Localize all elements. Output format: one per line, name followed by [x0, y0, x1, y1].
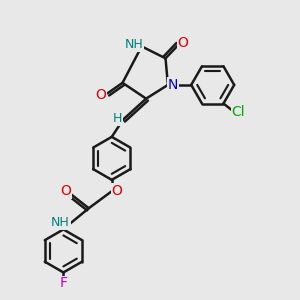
Text: NH: NH — [125, 38, 143, 51]
Text: O: O — [177, 36, 188, 50]
Text: O: O — [60, 184, 71, 198]
Text: O: O — [96, 88, 106, 102]
Text: Cl: Cl — [232, 106, 245, 119]
Text: F: F — [59, 277, 68, 290]
Text: H: H — [112, 112, 122, 125]
Text: NH: NH — [51, 216, 70, 229]
Text: O: O — [112, 184, 123, 198]
Text: N: N — [168, 78, 178, 92]
